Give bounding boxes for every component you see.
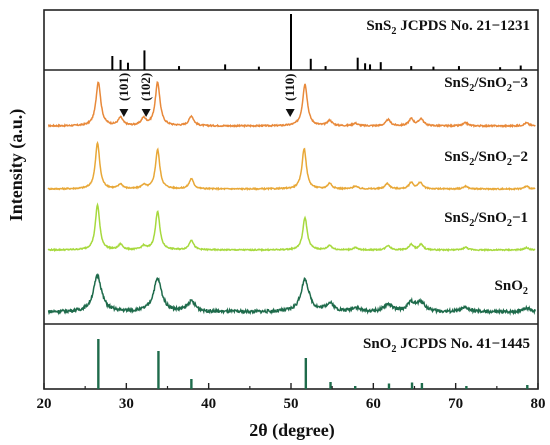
x-axis: 20 30 40 50 60 70 80 [37, 383, 546, 412]
reference-bottom-panel: SnO2 JCPDS No. 41−1445 [97, 336, 530, 389]
series-line-1 [47, 140, 536, 192]
series-line-0 [47, 80, 536, 129]
x-tick-label-2: 40 [201, 396, 216, 412]
series-line-3 [47, 272, 536, 316]
x-tick-label-4: 60 [366, 396, 381, 412]
series-label-1: SnS2/SnO2−2 [444, 149, 528, 168]
annotation-marker-2 [285, 109, 295, 117]
series-label-2: SnS2/SnO2−1 [444, 210, 528, 229]
annotation-label-2: (110) [282, 74, 297, 101]
x-axis-label: 2θ (degree) [249, 420, 335, 441]
ref-bottom-label: SnO2 JCPDS No. 41−1445 [363, 336, 530, 355]
series-group: SnS2/SnO2−3 SnS2/SnO2−2 SnS2/SnO2−1 SnO2 [47, 75, 536, 316]
x-tick-label-3: 50 [284, 396, 299, 412]
series-label-0: SnS2/SnO2−3 [444, 75, 528, 94]
y-axis-label: Intensity (a.u.) [6, 109, 27, 222]
annotations-group: (101) (102) (110) [116, 73, 297, 117]
x-tick-label-6: 80 [531, 396, 546, 412]
x-tick-label-0: 20 [37, 396, 52, 412]
series-line-2 [47, 202, 536, 253]
x-tick-label-1: 30 [119, 396, 134, 412]
annotation-label-0: (101) [116, 73, 131, 101]
annotation-marker-0 [119, 109, 129, 117]
reference-top-panel: SnS2 JCPDS No. 21−1231 [111, 14, 530, 70]
x-tick-label-5: 70 [448, 396, 463, 412]
ref-top-label: SnS2 JCPDS No. 21−1231 [366, 18, 530, 37]
annotation-label-1: (102) [138, 73, 153, 101]
annotation-marker-1 [141, 109, 151, 117]
series-label-3: SnO2 [495, 278, 528, 297]
